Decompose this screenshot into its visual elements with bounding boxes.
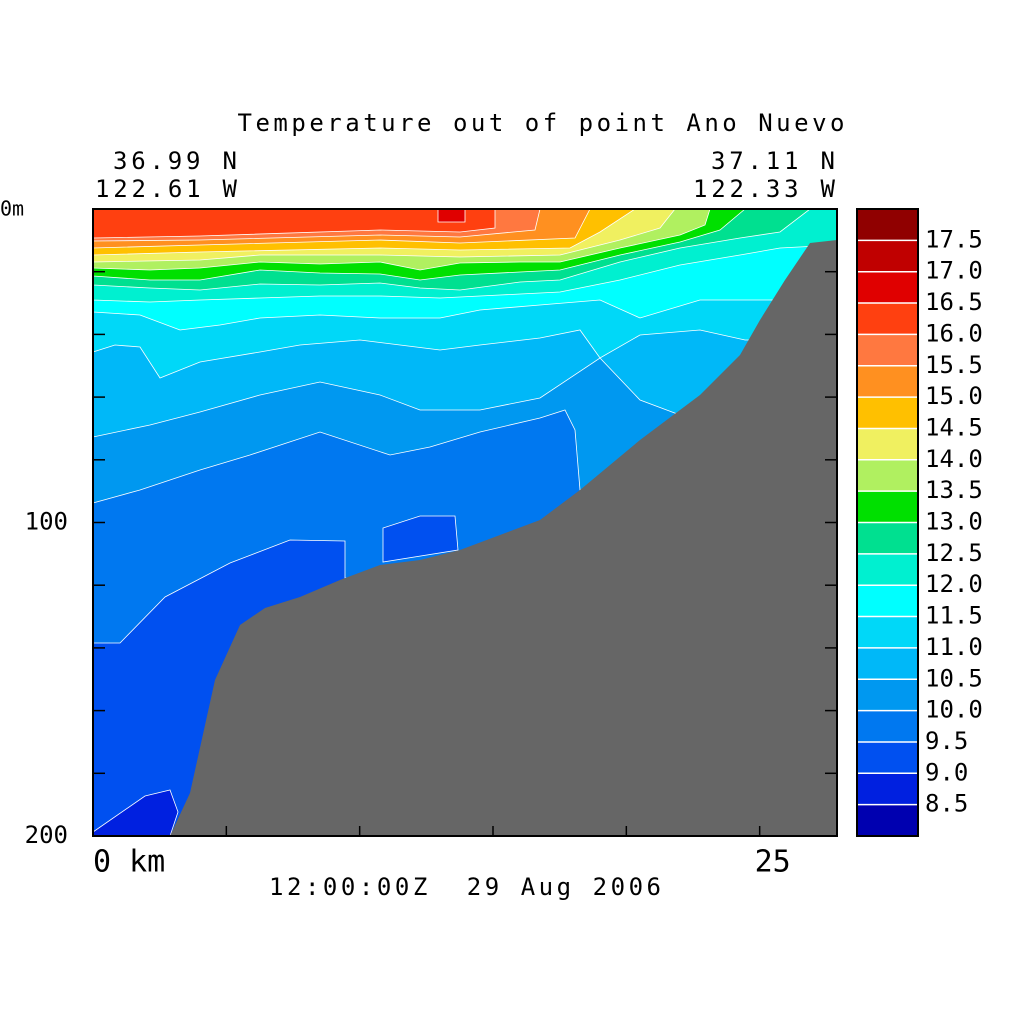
y-tick-label: 200 (25, 821, 68, 849)
colorbar-swatch (857, 553, 918, 586)
colorbar-label: 8.5 (925, 790, 968, 818)
colorbar-swatch (857, 741, 918, 774)
colorbar-swatch (857, 773, 918, 805)
colorbar-swatch (857, 209, 918, 241)
x-tick-label: 25 (755, 845, 791, 880)
date-label: 12:00:00Z 29 Aug 2006 (269, 873, 661, 901)
colorbar-swatch (857, 459, 918, 492)
colorbar-label: 16.5 (925, 288, 983, 316)
colorbar-swatch (857, 616, 918, 648)
colorbar-swatch (857, 522, 918, 554)
colorbar-label: 13.5 (925, 476, 983, 504)
colorbar-swatch (857, 303, 918, 335)
colorbar-label: 17.5 (925, 225, 983, 253)
colorbar-label: 11.0 (925, 633, 983, 661)
colorbar-swatch (857, 647, 918, 680)
colorbar-swatch (857, 710, 918, 742)
colorbar-swatch (857, 365, 918, 398)
chart-title: Temperature out of point Ano Nuevo (238, 109, 845, 137)
colorbar-label: 14.0 (925, 445, 983, 473)
y-tick-label: 0m (0, 197, 24, 221)
colorbar-label: 15.5 (925, 351, 983, 379)
bathymetry (170, 240, 837, 836)
colorbar-label: 14.5 (925, 413, 983, 441)
y-tick-label: 100 (25, 508, 68, 536)
colorbar-label: 9.5 (925, 727, 968, 755)
contour-band (382, 515, 459, 563)
colorbar-swatch (857, 804, 918, 836)
colorbar-swatch (857, 240, 918, 272)
colorbar-label: 9.0 (925, 758, 968, 786)
colorbar-swatch (857, 397, 918, 429)
contour-band (437, 208, 466, 223)
colorbar-swatch (857, 428, 918, 460)
colorbar-label: 11.5 (925, 602, 983, 630)
right-longitude: 122.33 W (693, 175, 836, 203)
colorbar-label: 17.0 (925, 257, 983, 285)
left-longitude: 122.61 W (95, 175, 238, 203)
colorbar-label: 10.0 (925, 696, 983, 724)
colorbar-swatch (857, 491, 918, 523)
colorbar-swatch (857, 334, 918, 366)
left-latitude: 36.99 N (113, 147, 237, 175)
colorbar-label: 12.0 (925, 570, 983, 598)
colorbar-label: 15.0 (925, 382, 983, 410)
colorbar-swatch (857, 679, 918, 711)
colorbar-label: 16.0 (925, 319, 983, 347)
colorbar-swatch (857, 271, 918, 304)
colorbar-label: 13.0 (925, 508, 983, 536)
colorbar-swatch (857, 585, 918, 617)
x-tick-label: 0 km (93, 845, 165, 880)
right-latitude: 37.11 N (711, 147, 835, 175)
colorbar-label: 12.5 (925, 539, 983, 567)
colorbar-frame (856, 208, 919, 837)
colorbar-label: 10.5 (925, 664, 983, 692)
